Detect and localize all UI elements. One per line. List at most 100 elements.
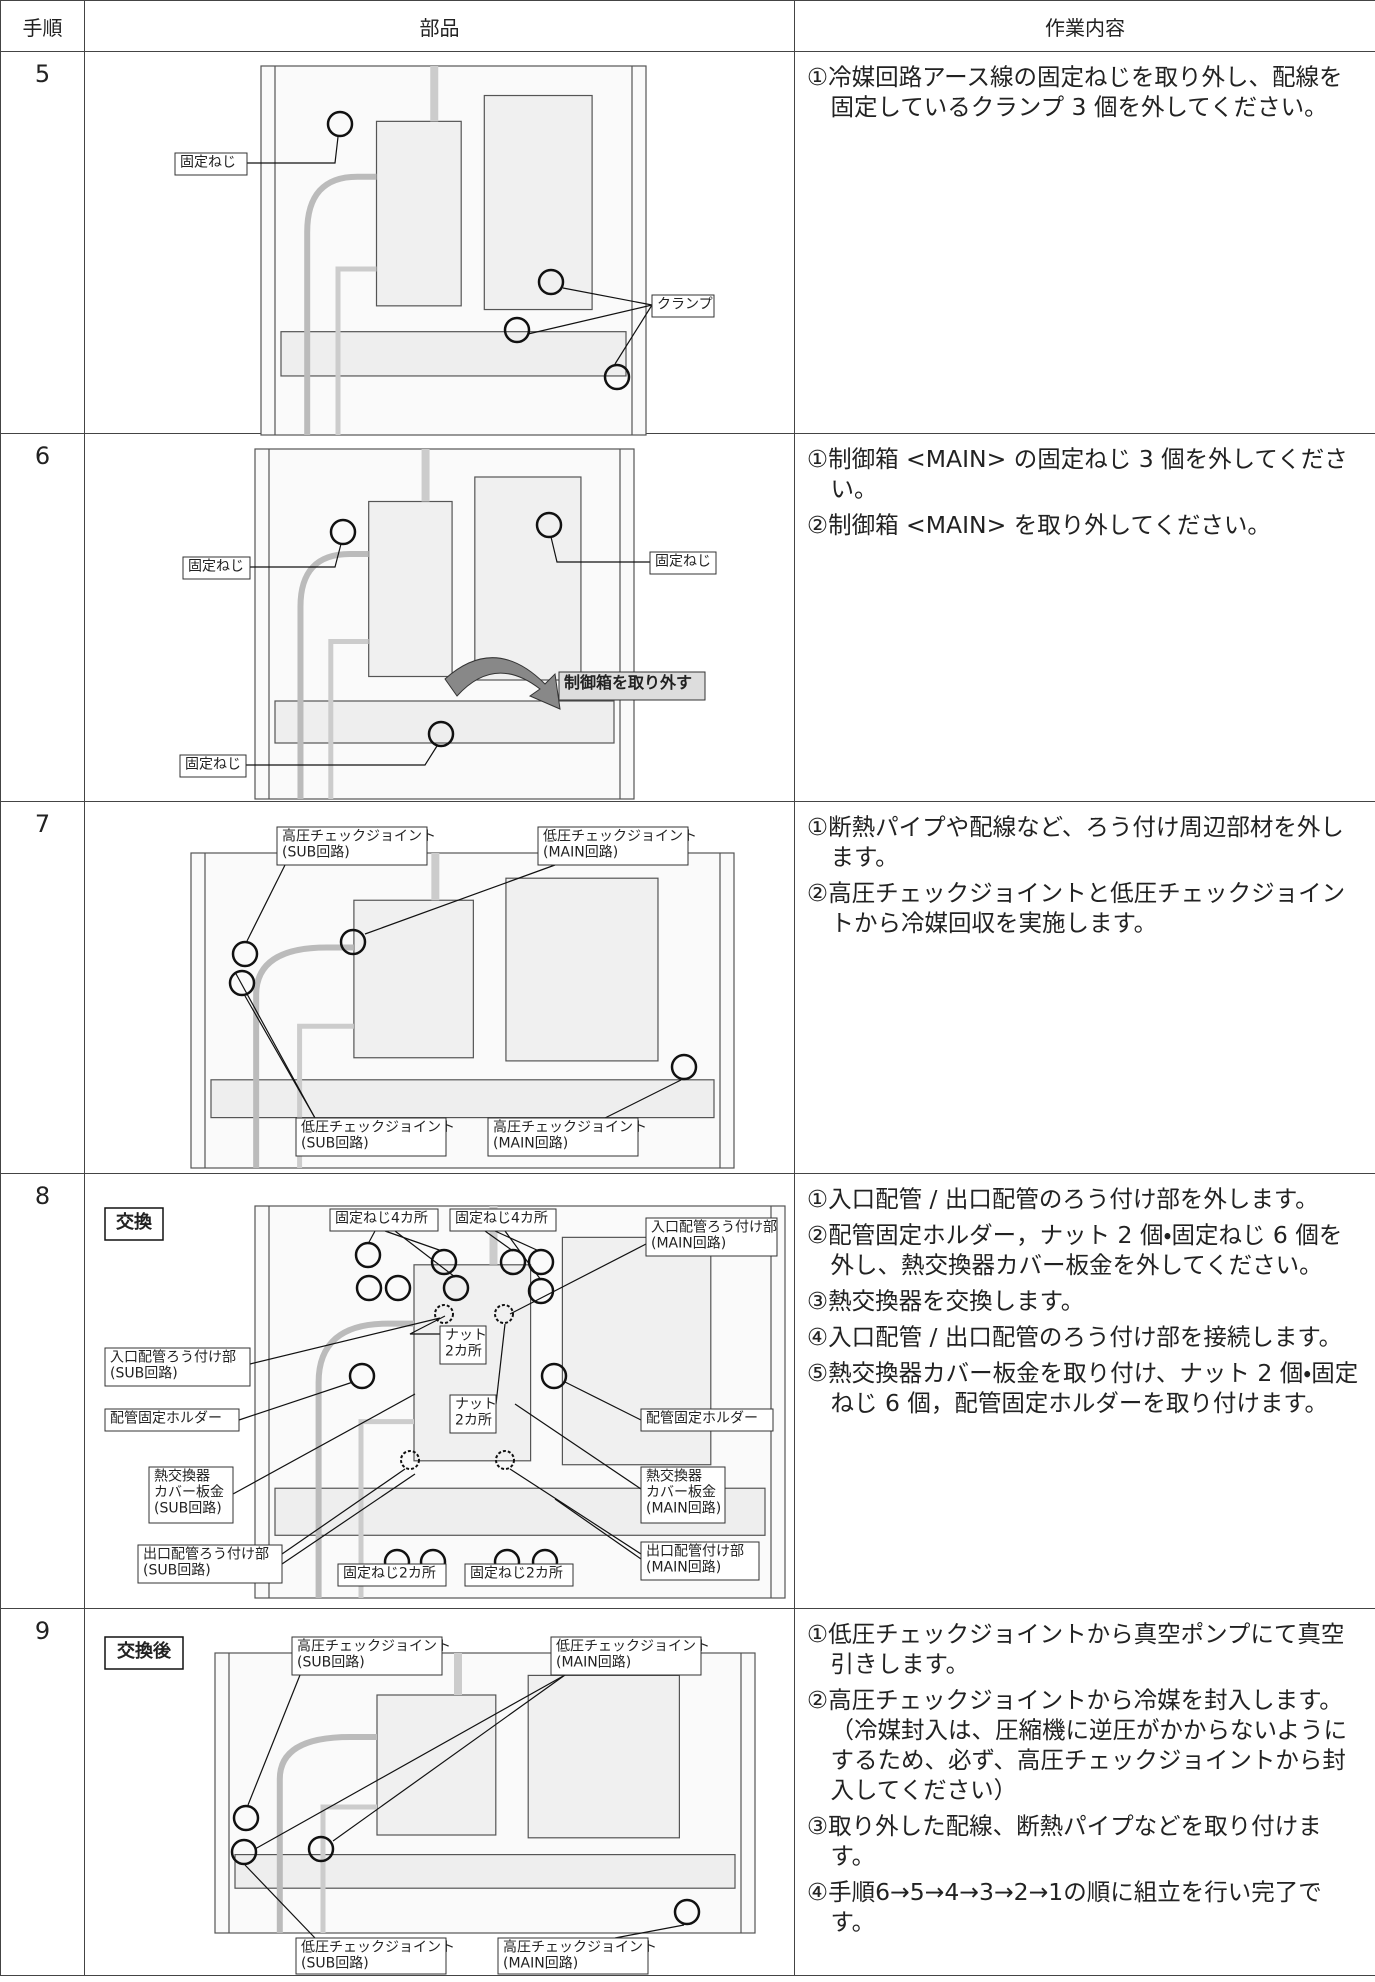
leader-line xyxy=(367,1230,376,1245)
leader-line xyxy=(238,1381,354,1421)
callout-box xyxy=(295,1117,447,1157)
leader-line xyxy=(244,1864,316,1939)
callout-label: 入口配管ろう付け部 xyxy=(651,1220,777,1236)
instructions-cell: ①入口配管 / 出口配管のろう付け部を外します。 ②配管固定ホルダー，ナット 2 … xyxy=(794,1173,1375,1609)
pipe xyxy=(315,1320,414,1598)
highlight-circle xyxy=(307,1835,335,1863)
pipe xyxy=(335,266,377,435)
leader-line xyxy=(281,1468,406,1555)
callout-label: (SUB回路) xyxy=(282,845,350,861)
callout-label: 高圧チェックジョイント xyxy=(493,1119,647,1136)
leader-line xyxy=(246,864,286,942)
tag-box xyxy=(104,1636,184,1670)
tag-box xyxy=(104,1207,164,1241)
callout-box xyxy=(337,1563,447,1587)
instruction: ④入口配管 / 出口配管のろう付け部を接続します。 xyxy=(807,1323,1343,1351)
instruction: ①制御箱 <MAIN> の固定ねじ 3 個を外してください。 xyxy=(807,445,1348,503)
callout-box xyxy=(537,826,689,866)
callout-label: 固定ねじ xyxy=(180,155,236,171)
instruction: ④手順6→5→4→3→2→1の順に組立を行い完了です。 xyxy=(807,1878,1322,1936)
instructions-cell: ①断熱パイプや配線など、ろう付け周辺部材を外します。 ②高圧チェックジョイントと低… xyxy=(794,801,1375,1174)
header-cell: 部品 xyxy=(84,0,795,52)
callout-box xyxy=(137,1544,283,1584)
callout-label: (SUB回路) xyxy=(301,1136,369,1152)
callout-label: 配管固定ホルダー xyxy=(110,1411,222,1427)
leader-line xyxy=(249,1317,441,1365)
leader-line xyxy=(250,543,342,568)
callout-label: 高圧チェックジョイント xyxy=(297,1638,451,1655)
callout-label: 固定ねじ4カ所 xyxy=(455,1211,548,1227)
callout-label: 固定ねじ2カ所 xyxy=(343,1566,436,1582)
highlight-circle xyxy=(430,1248,458,1276)
diagram-cell: 交換 固定ねじ4カ所 固定ねじ4カ所 入口配管ろう付け部 (MAIN回路) ナット 2カ所入… xyxy=(84,1173,795,1609)
pipe xyxy=(276,1734,377,1933)
callout-label: カバー板金 xyxy=(646,1485,716,1501)
tag-label: 交換 xyxy=(116,1211,153,1233)
callout-label: 固定ねじ xyxy=(188,559,244,575)
leader-line xyxy=(232,1393,416,1495)
callout-label: (SUB回路) xyxy=(297,1655,365,1671)
highlight-circle xyxy=(329,518,357,546)
leader-line xyxy=(614,1924,685,1939)
procedure-row: 5 固定ねじ クランプ ①冷媒回路アース線の固定ねじを取り外し、配線を固定しているクラ… xyxy=(0,51,1375,436)
callout-label: 低圧チェックジョイント xyxy=(301,1940,455,1956)
illustration xyxy=(260,65,647,436)
callout-label: (MAIN回路) xyxy=(503,1956,578,1972)
highlight-circle xyxy=(540,1362,568,1390)
leader-line xyxy=(484,1230,514,1252)
header-cell: 手順 xyxy=(0,0,85,52)
instruction: ①冷媒回路アース線の固定ねじを取り外し、配線を固定しているクランプ 3 個を外し… xyxy=(807,63,1343,121)
instruction: （冷媒封入は、圧縮機に逆圧がかからないようにするため、必ず、高圧チェックジョイン… xyxy=(830,1716,1348,1804)
highlight-circle xyxy=(527,1248,555,1276)
leader-line xyxy=(504,1230,542,1281)
diagram-cell: 固定ねじ クランプ xyxy=(84,51,795,436)
callout-label: (MAIN回路) xyxy=(493,1136,568,1152)
pipe xyxy=(328,639,369,799)
leader-line xyxy=(246,745,438,766)
highlight-circle xyxy=(670,1053,698,1081)
callout-label: 2カ所 xyxy=(455,1413,492,1429)
callout-label: (SUB回路) xyxy=(143,1563,211,1579)
callout-box xyxy=(295,1937,447,1975)
leader-line xyxy=(564,1381,642,1421)
leader-line xyxy=(384,1230,443,1252)
diagram-cell: 固定ねじ 固定ねじ 固定ねじ 制御箱を取り外す xyxy=(84,433,795,802)
panel xyxy=(368,500,453,678)
panel xyxy=(376,1694,497,1836)
callout-label: 低圧チェックジョイント xyxy=(556,1639,710,1655)
callout-box xyxy=(276,826,428,866)
callout-label: 出口配管ろう付け部 xyxy=(143,1547,269,1563)
base xyxy=(280,331,627,377)
leader-line xyxy=(281,1473,416,1565)
highlight-circle xyxy=(535,511,563,539)
procedure-row: 6 固定ねじ 固定ねじ 固定ねじ 制御箱を取り外す ①制御箱 <MAIN> の固定ねじ 3… xyxy=(0,433,1375,802)
highlight-circle xyxy=(384,1274,412,1302)
diagram-cell: 交換後 高圧チェックジョイント (SUB回路) 低圧チェックジョイント (MAIN回路)… xyxy=(84,1608,795,1976)
step-number: 5 xyxy=(0,51,85,434)
instruction: ②制御箱 <MAIN> を取り外してください。 xyxy=(807,511,1271,539)
procedure-row: 8 交換 固定ねじ4カ所 固定ねじ4カ所 入口配管ろう付け部 (MAIN回路) ナット 2カ所… xyxy=(0,1173,1375,1609)
tag-label: 交換後 xyxy=(117,1640,172,1662)
highlight-circle xyxy=(339,928,367,956)
step-number: 9 xyxy=(0,1608,85,1976)
callout-box xyxy=(487,1117,639,1157)
leader-line xyxy=(247,1674,301,1806)
highlight-circle xyxy=(427,720,455,748)
callout-label: (SUB回路) xyxy=(110,1366,178,1382)
callout-box xyxy=(550,1636,702,1676)
procedure-row: 9 交換後 高圧チェックジョイント (SUB回路) 低圧チェックジョイント (MAIN回路… xyxy=(0,1608,1375,1976)
leader-line xyxy=(394,1230,456,1278)
panel xyxy=(353,899,474,1059)
leader-line xyxy=(495,1323,506,1405)
callout-box xyxy=(329,1208,439,1232)
remove-arrow xyxy=(444,657,561,710)
callout-label: 配管固定ホルダー xyxy=(646,1411,758,1427)
illustration xyxy=(190,852,735,1169)
leader-line xyxy=(614,304,653,365)
step-number: 6 xyxy=(0,433,85,802)
highlight-circle xyxy=(537,268,565,296)
